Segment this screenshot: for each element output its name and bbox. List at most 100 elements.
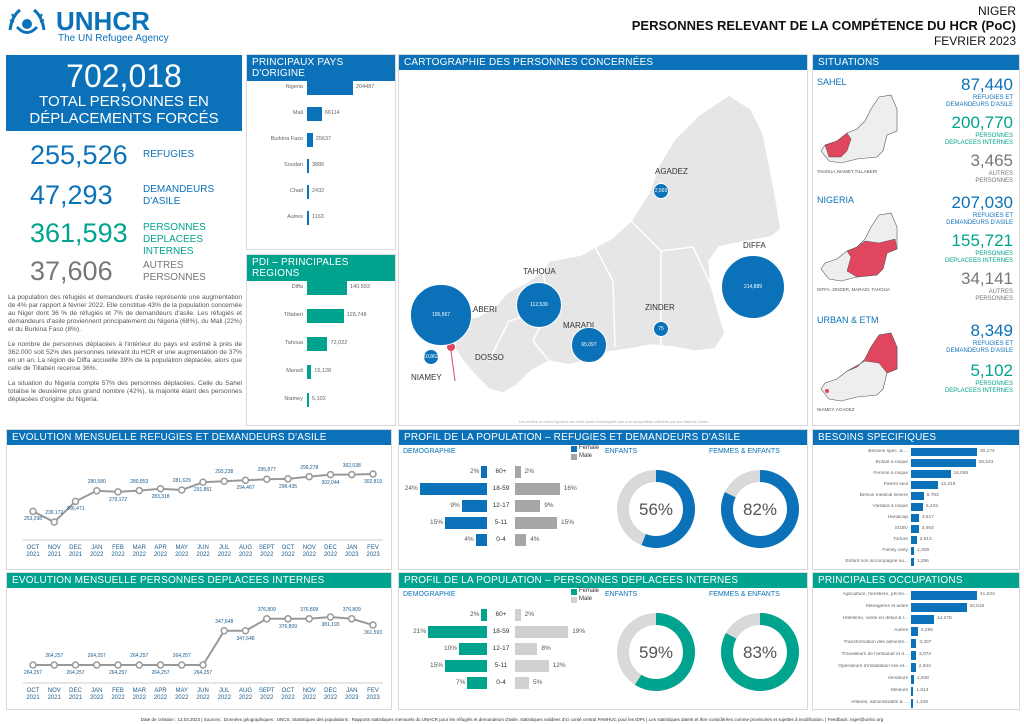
description-p1: La population des réfugiés et demandeurs… bbox=[8, 294, 242, 333]
demography-title: DEMOGRAPHIE bbox=[403, 591, 456, 598]
kpi-idp: 361,593 PERSONNES DEPLACEES INTERNES bbox=[10, 218, 246, 257]
female-pct: 7% bbox=[455, 679, 466, 686]
data-label: 281,629 bbox=[172, 477, 191, 484]
bar-label: Autres bbox=[287, 214, 303, 220]
age-group-label: 0-4 bbox=[496, 536, 506, 543]
x-tick-label: SEPT 2022 bbox=[258, 545, 275, 558]
bar bbox=[911, 687, 914, 696]
male-bar bbox=[515, 660, 549, 672]
donut-label: 82% bbox=[743, 500, 777, 519]
nigeria-map bbox=[820, 212, 898, 282]
nigeria-situation: NIGERIA DIFFA, ZINDER, MARADI, TAHOUA 20… bbox=[813, 191, 1019, 311]
data-label: 264,257 bbox=[151, 670, 170, 676]
data-point bbox=[50, 518, 58, 526]
data-point bbox=[241, 627, 250, 635]
data-label: 302,819 bbox=[363, 479, 383, 485]
map-bubble: 65,097 bbox=[571, 327, 607, 363]
bar-label: Transformation des aliments... bbox=[843, 640, 908, 645]
sahel-caption: TAHOUA,NIAMEY,TILLABERI bbox=[817, 169, 878, 174]
female-bar bbox=[459, 643, 487, 655]
x-tick-label: FEB 2022 bbox=[111, 688, 125, 701]
nigeria-label-2a: PERSONNES bbox=[975, 251, 1013, 257]
x-tick-label: JAN 2023 bbox=[345, 545, 359, 558]
legend-female: Female bbox=[579, 445, 600, 451]
bar-value: 29,543 bbox=[978, 460, 994, 465]
data-label: 302,044 bbox=[321, 479, 340, 486]
idp-profile-panel: PROFIL DE LA POPULATION – PERSONNES DEPL… bbox=[398, 572, 808, 710]
description-p2: Le nombre de personnes déplacées à l'int… bbox=[8, 341, 242, 372]
male-pct: 9% bbox=[544, 502, 554, 509]
bar-label: Nigeria bbox=[285, 84, 303, 90]
asylum-label-2: D'ASILE bbox=[143, 196, 181, 207]
bar-label: Mali bbox=[292, 110, 303, 116]
bar-value: 128,748 bbox=[346, 312, 367, 318]
bar bbox=[911, 699, 913, 708]
bar bbox=[307, 393, 309, 407]
total-value: 702,018 bbox=[66, 58, 182, 94]
data-label: 381,193 bbox=[321, 622, 340, 628]
x-tick-label: OCT 2021 bbox=[26, 688, 40, 701]
donut-title: FEMMES & ENFANTS bbox=[709, 591, 780, 598]
data-label: 376,809 bbox=[342, 606, 361, 613]
bar-label: Tillaberi bbox=[283, 312, 303, 318]
female-bar bbox=[445, 660, 487, 672]
map-bubble: 214,889 bbox=[721, 255, 785, 319]
refugee-trend-title: EVOLUTION MENSUELLE REFUGIES ET DEMANDEU… bbox=[7, 430, 391, 445]
female-pct: 9% bbox=[450, 502, 460, 509]
bar-value: 204487 bbox=[356, 84, 375, 90]
bar-label: Diffa bbox=[291, 284, 303, 290]
data-point bbox=[369, 470, 377, 478]
male-bar bbox=[515, 626, 569, 638]
bar bbox=[911, 627, 918, 636]
legend-female: Female bbox=[579, 588, 600, 594]
female-pct: 24% bbox=[404, 485, 418, 492]
legend-male: Male bbox=[579, 596, 593, 602]
bar-value: 3,073 bbox=[918, 652, 931, 657]
data-point bbox=[93, 661, 101, 669]
data-point bbox=[220, 477, 228, 485]
x-tick-label: JAN 2022 bbox=[90, 688, 104, 701]
donut-label: 59% bbox=[639, 643, 673, 662]
bar bbox=[307, 159, 309, 173]
sahel-label-1b: DEMANDEURS D'ASILE bbox=[946, 102, 1013, 108]
sahel-label-3b: PERSONNES bbox=[975, 178, 1013, 184]
bar bbox=[911, 536, 917, 544]
bar bbox=[911, 558, 914, 566]
urban-label-1a: REFUGIES ET bbox=[972, 341, 1013, 347]
idp-trend-title: EVOLUTION MENSUELLE PERSONNES DEPLACEES … bbox=[7, 573, 391, 588]
bar bbox=[307, 309, 344, 323]
male-bar bbox=[515, 466, 521, 478]
x-tick-label: NOV 2021 bbox=[47, 688, 61, 701]
x-tick-label: FEB 2022 bbox=[111, 545, 125, 558]
data-label: 302,038 bbox=[342, 462, 361, 469]
bar-value: 5,783 bbox=[926, 493, 939, 498]
bar-label: Besoin médical sévère bbox=[859, 493, 908, 498]
bar-label: Chad bbox=[289, 188, 303, 194]
male-bar bbox=[515, 677, 529, 689]
bar bbox=[911, 547, 915, 555]
map-footnote: Les limites et noms figurant sur cette c… bbox=[519, 419, 709, 424]
sahel-title: SAHEL bbox=[817, 77, 847, 87]
bar-value: 2432 bbox=[312, 188, 325, 194]
urban-value-1: 8,349 bbox=[970, 321, 1013, 340]
x-tick-label: JUN 2022 bbox=[196, 545, 210, 558]
bar-label: Travailleurs de l'artisanat et d... bbox=[841, 652, 908, 657]
bar-value: 1,848 bbox=[916, 676, 929, 681]
bar bbox=[911, 675, 914, 684]
bar-label: Enfant non accompagné ou... bbox=[845, 559, 908, 564]
urban-label-2b: DEPLACEES INTERNES bbox=[944, 388, 1013, 394]
donut-title: ENFANTS bbox=[605, 448, 638, 455]
x-tick-label: JUN 2022 bbox=[196, 688, 210, 701]
data-point bbox=[326, 613, 335, 621]
bar-label: Mineurs bbox=[890, 688, 908, 693]
bar bbox=[911, 459, 976, 467]
bar bbox=[911, 651, 916, 660]
origin-chart: Nigeria 204487 Mali 66114 Burkina Faso 25637 S… bbox=[247, 81, 395, 241]
age-group-label: 12-17 bbox=[492, 645, 510, 652]
bar-value: 1,409 bbox=[917, 548, 930, 553]
bar-label: Vendeurs bbox=[887, 676, 908, 681]
female-bar bbox=[481, 609, 487, 621]
page-header: NIGER PERSONNES RELEVANT DE LA COMPÉTENC… bbox=[632, 4, 1016, 48]
bar-label: Opérateurs d'installation fixe et... bbox=[838, 664, 908, 669]
male-pct: 19% bbox=[572, 628, 586, 635]
